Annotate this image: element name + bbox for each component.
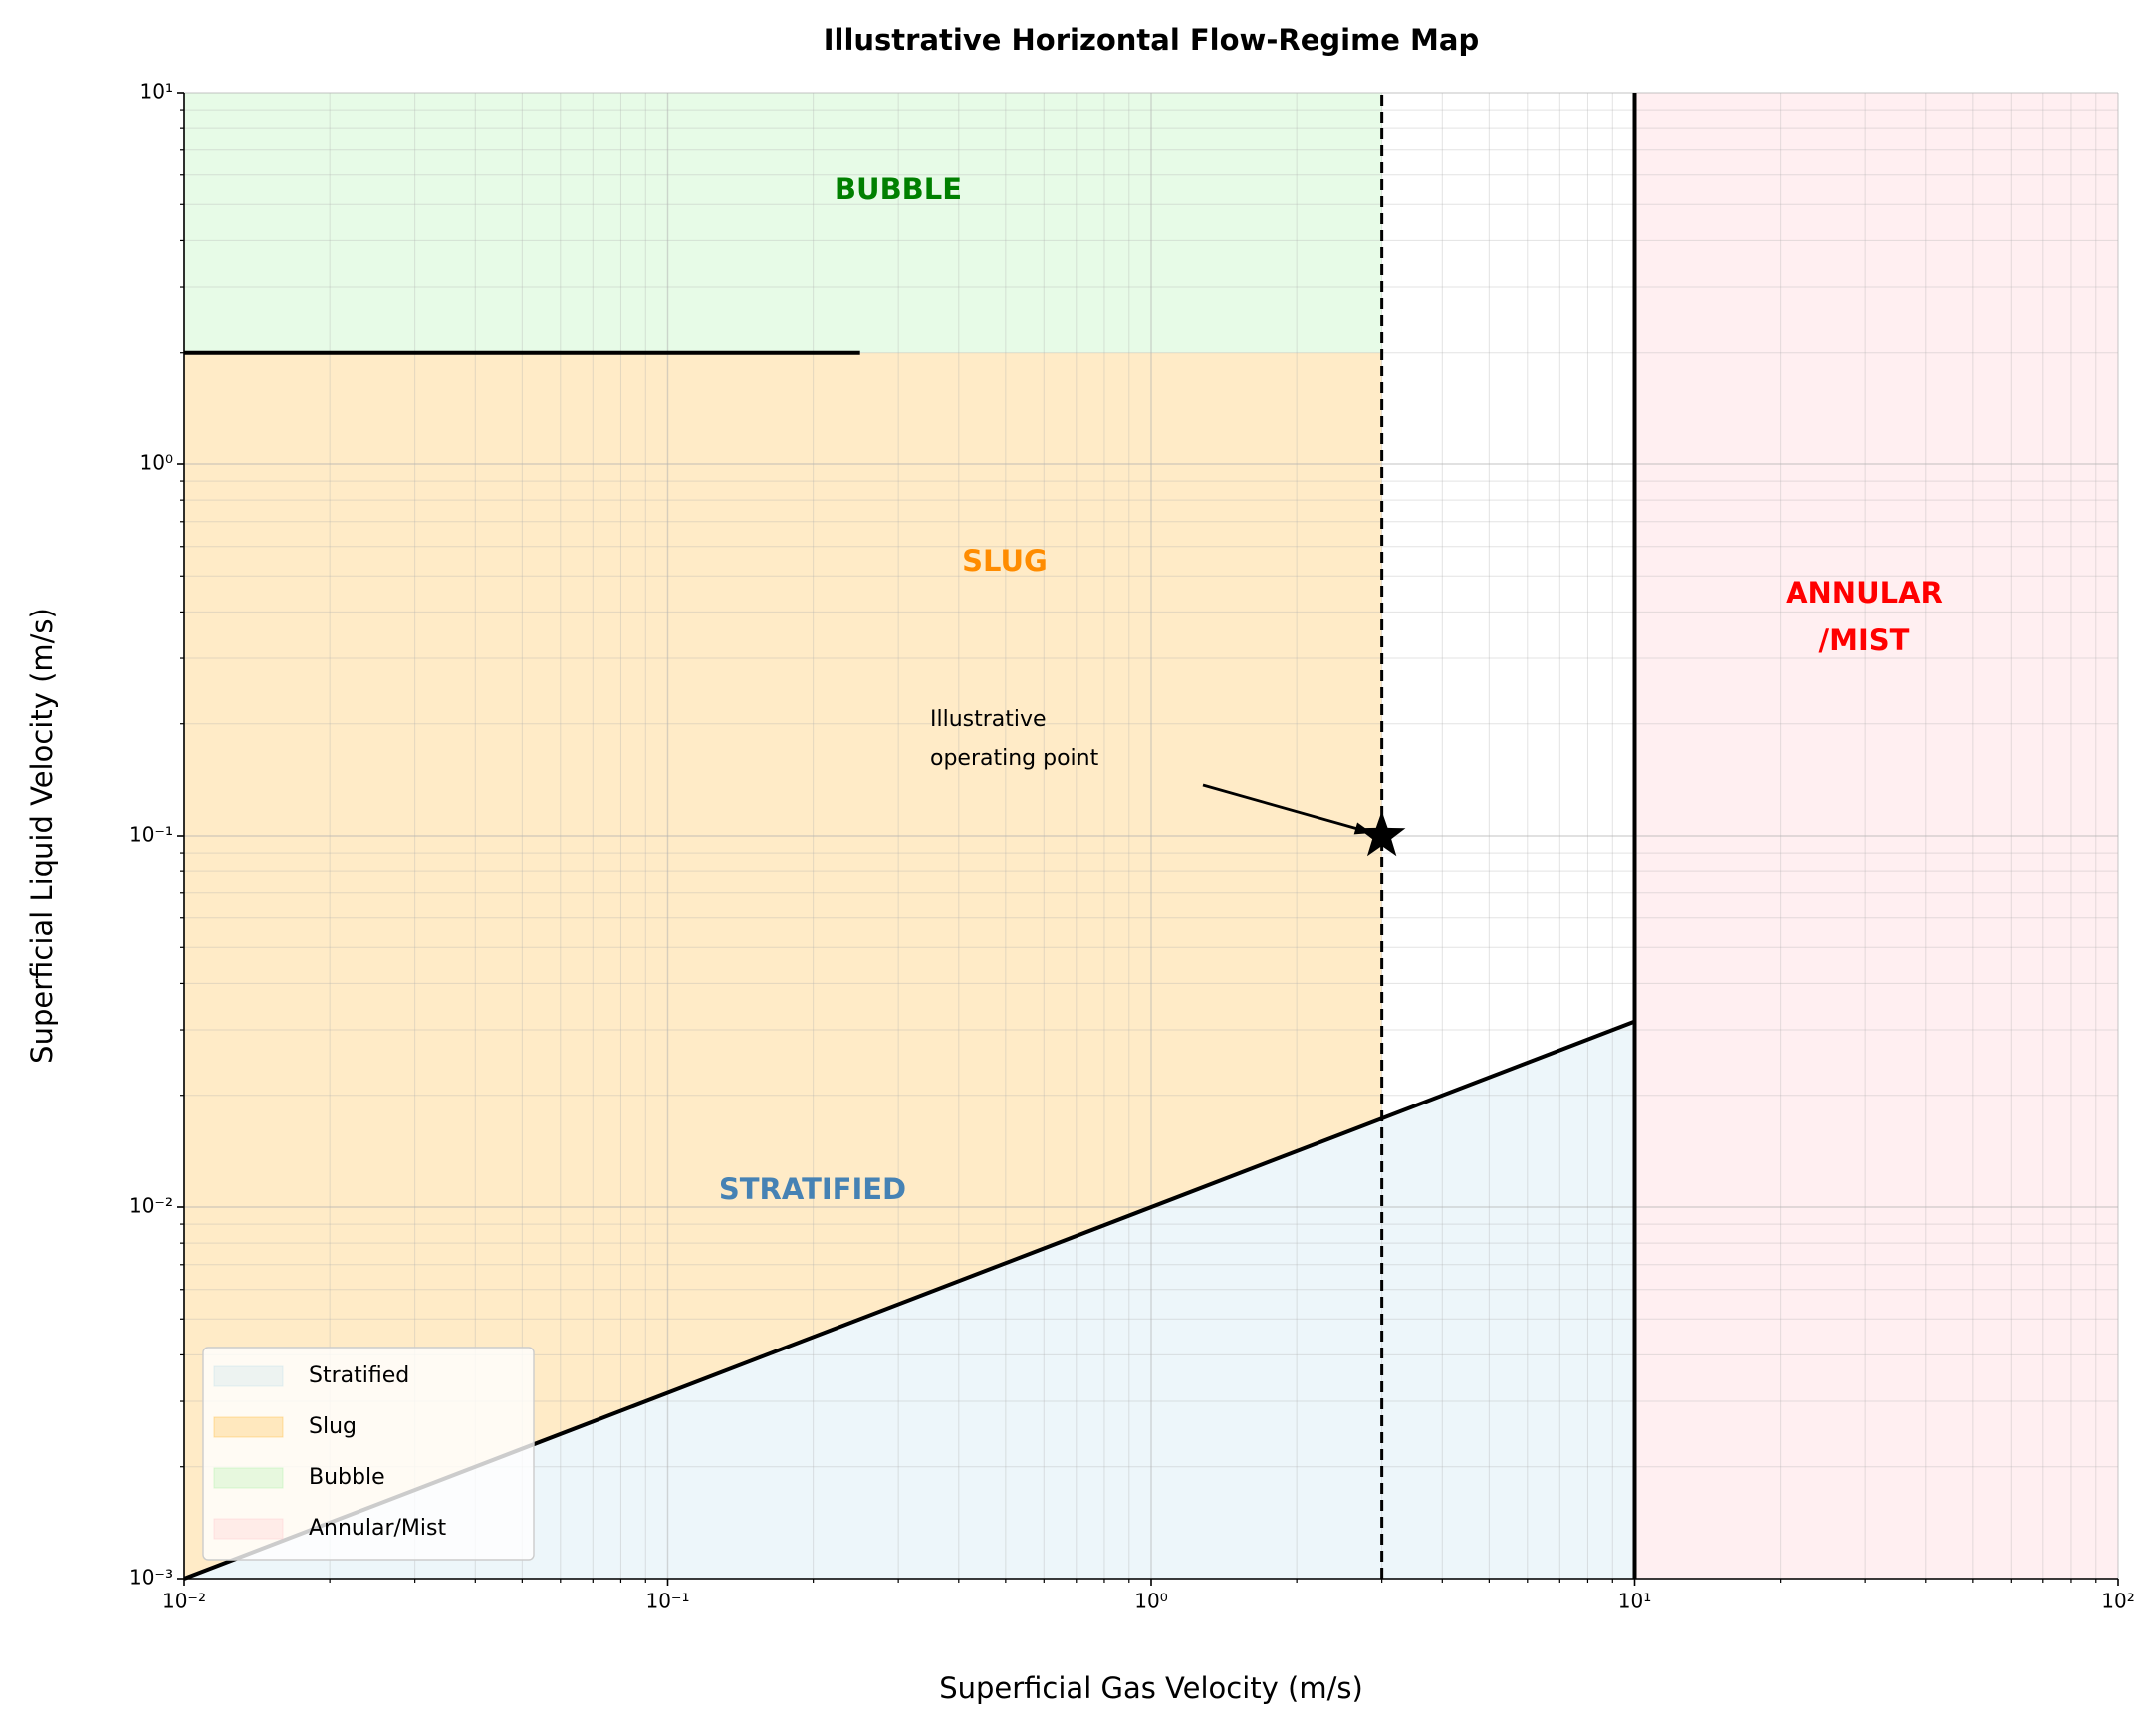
legend-swatch (213, 1518, 284, 1540)
y-tick-label: 10¹ (140, 80, 173, 104)
legend-frame (202, 1347, 535, 1561)
region-label: ANNULAR (1786, 576, 1943, 610)
chart-title: Illustrative Horizontal Flow-Regime Map (824, 23, 1480, 57)
y-tick-label: 10⁻² (129, 1194, 173, 1218)
legend-label: Annular/Mist (309, 1516, 446, 1541)
annotation-text: Illustrative (930, 707, 1047, 732)
region (184, 352, 1382, 1579)
annotation-text: operating point (930, 746, 1099, 771)
y-tick-label: 10⁰ (140, 451, 173, 475)
y-tick-label: 10⁻³ (129, 1566, 173, 1590)
y-tick-label: 10⁻¹ (129, 823, 173, 847)
region-label: /MIST (1819, 623, 1910, 657)
legend-swatch (213, 1467, 284, 1489)
legend-label: Stratified (309, 1363, 409, 1388)
legend-swatch (213, 1365, 284, 1387)
region-label: BUBBLE (835, 172, 962, 206)
annotation-arrow (1202, 783, 1373, 835)
region (184, 93, 1382, 353)
x-tick-label: 10¹ (1618, 1590, 1651, 1613)
x-tick-label: 10⁰ (1134, 1590, 1167, 1613)
region-label: STRATIFIED (719, 1172, 906, 1206)
legend-label: Slug (309, 1414, 357, 1439)
x-tick-label: 10⁻² (162, 1590, 206, 1613)
x-tick-label: 10⁻¹ (645, 1590, 689, 1613)
legend-label: Bubble (309, 1465, 385, 1490)
legend-swatch (213, 1416, 284, 1438)
y-axis-label: Superficial Liquid Velocity (m/s) (25, 608, 59, 1064)
operating-point (1357, 811, 1406, 857)
region-label: SLUG (962, 544, 1048, 578)
legend: Stratified Slug Bubble Annular/Mist (202, 1347, 535, 1561)
x-axis-label: Superficial Gas Velocity (m/s) (939, 1671, 1363, 1705)
x-tick-label: 10² (2101, 1590, 2134, 1613)
